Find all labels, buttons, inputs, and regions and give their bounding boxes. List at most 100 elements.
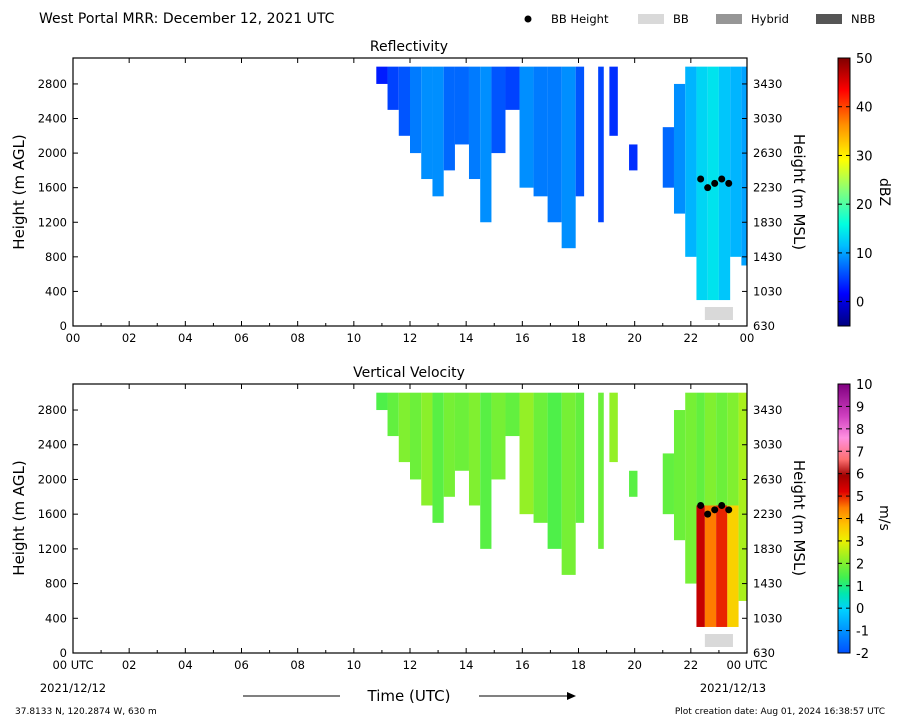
velocity-echo-cell <box>727 505 739 627</box>
velocity-colorbar-tick-label: 1 <box>856 580 864 595</box>
velocity-echo-cell <box>738 392 747 601</box>
reflectivity-bb-height-point <box>697 175 705 183</box>
reflectivity-colorbar-tick-label: 0 <box>856 296 864 311</box>
velocity-echo-cell <box>519 392 534 515</box>
velocity-bb-height-point <box>704 510 712 518</box>
velocity-ylabel: Height (m AGL) <box>10 460 28 575</box>
velocity-echo-cell <box>704 392 717 506</box>
reflectivity-bb-period-box <box>704 307 733 320</box>
velocity-x-tick-label: 18 <box>571 658 586 672</box>
reflectivity-x-tick-label: 12 <box>403 331 418 345</box>
reflectivity-echo-cell <box>533 66 548 197</box>
velocity-bb-height-point <box>711 506 719 514</box>
velocity-echo-cell <box>410 392 422 480</box>
reflectivity-bb-height-point <box>718 175 726 183</box>
velocity-x-tick-label: 10 <box>347 658 362 672</box>
velocity-x-tick-label: 00 UTC <box>726 658 767 672</box>
velocity-colorbar-tick-label: 6 <box>856 468 864 483</box>
reflectivity-y2-tick-label: 2630 <box>753 146 782 160</box>
velocity-x-tick-label: 06 <box>234 658 249 672</box>
reflectivity-x-tick-label: 00 <box>740 331 755 345</box>
velocity-y2-tick-label: 2230 <box>753 507 782 521</box>
velocity-bb-height-point <box>725 506 733 514</box>
velocity-y-tick-label: 1600 <box>38 507 67 521</box>
end-date: 2021/12/13 <box>700 681 766 695</box>
reflectivity-echo-cell <box>609 66 618 136</box>
reflectivity-echo-cell <box>480 66 492 223</box>
reflectivity-y-tick-label: 0 <box>60 319 67 333</box>
velocity-x-tick-label: 12 <box>403 658 418 672</box>
velocity-y-tick-label: 2800 <box>38 403 67 417</box>
velocity-y-tick-label: 0 <box>60 646 67 660</box>
velocity-echo-cell <box>533 392 548 523</box>
reflectivity-echo-cell <box>398 66 410 136</box>
reflectivity-panel: 00 02 04 06 08 10 12 14 16 18 20 22 0004008001200160… <box>38 57 782 345</box>
reflectivity-bb-height-point <box>704 184 712 192</box>
legend: BB Height BB Hybrid NBB <box>524 12 875 26</box>
reflectivity-y2-tick-label: 1030 <box>753 284 782 298</box>
reflectivity-ylabel: Height (m AGL) <box>10 134 28 249</box>
reflectivity-echo-field <box>376 66 747 301</box>
velocity-echo-cell <box>662 453 674 515</box>
reflectivity-echo-cell <box>662 127 674 188</box>
legend-bb-swatch <box>638 14 664 24</box>
velocity-y2-tick-label: 1830 <box>753 542 782 556</box>
reflectivity-echo-cell <box>730 66 742 257</box>
reflectivity-y2-tick-label: 3430 <box>753 77 782 91</box>
reflectivity-bb-height-point <box>711 179 719 187</box>
velocity-bb-period-box <box>704 634 733 647</box>
velocity-echo-cell <box>609 392 618 463</box>
velocity-echo-cell <box>598 392 604 549</box>
reflectivity-echo-cell <box>519 66 534 188</box>
reflectivity-x-tick-label: 14 <box>459 331 474 345</box>
reflectivity-y2label: Height (m MSL) <box>790 134 808 250</box>
legend-bb-height-label: BB Height <box>551 12 609 26</box>
reflectivity-y2-tick-label: 3030 <box>753 112 782 126</box>
reflectivity-echo-cell <box>432 66 444 197</box>
reflectivity-y-tick-label: 1600 <box>38 181 67 195</box>
velocity-echo-cell <box>696 392 705 506</box>
location-text: 37.8133 N, 120.2874 W, 630 m <box>15 707 157 717</box>
velocity-echo-cell <box>421 392 433 506</box>
velocity-echo-cell <box>547 392 562 549</box>
velocity-colorbar-tick-label: 7 <box>856 445 864 460</box>
velocity-x-tick-label: 20 <box>627 658 642 672</box>
reflectivity-echo-cell <box>421 66 433 180</box>
velocity-echo-cell <box>480 392 492 549</box>
velocity-echo-cell <box>716 505 728 627</box>
reflectivity-y-tick-label: 1200 <box>38 215 67 229</box>
reflectivity-y2-tick-label: 2230 <box>753 181 782 195</box>
velocity-y-tick-label: 1200 <box>38 542 67 556</box>
velocity-bb-height-point <box>718 501 726 509</box>
velocity-y2-tick-label: 3030 <box>753 438 782 452</box>
reflectivity-echo-cell <box>673 83 686 214</box>
velocity-colorbar-tick-label: 4 <box>856 513 864 528</box>
velocity-colorbar-ticks: -2 -1 0 1 2 3 4 5 6 7 8 9 10 <box>838 378 873 662</box>
reflectivity-echo-cell <box>491 66 506 154</box>
reflectivity-x-tick-label: 04 <box>178 331 193 345</box>
reflectivity-colorbar <box>837 57 851 327</box>
reflectivity-echo-cell <box>410 66 422 154</box>
velocity-echo-cell <box>432 392 444 523</box>
velocity-colorbar-label: m/s <box>876 505 892 531</box>
reflectivity-echo-cell <box>443 66 455 171</box>
legend-bb-height-marker <box>524 15 532 23</box>
reflectivity-x-tick-label: 20 <box>627 331 642 345</box>
reflectivity-y-tick-label: 2000 <box>38 146 67 160</box>
velocity-echo-cell <box>398 392 410 463</box>
velocity-echo-cell <box>387 392 399 437</box>
velocity-colorbar-tick-label: -1 <box>856 625 869 640</box>
velocity-colorbar-tick-label: 0 <box>856 602 864 617</box>
velocity-bb-height-point <box>697 501 705 509</box>
velocity-echo-field <box>376 392 747 627</box>
reflectivity-echo-cell <box>468 66 481 180</box>
reflectivity-echo-cell <box>575 66 585 197</box>
reflectivity-x-tick-label: 08 <box>290 331 305 345</box>
velocity-echo-cell <box>454 392 469 471</box>
velocity-echo-cell <box>376 392 388 411</box>
reflectivity-echo-cell <box>547 66 562 223</box>
reflectivity-y-tick-label: 2800 <box>38 77 67 91</box>
reflectivity-x-tick-label: 02 <box>122 331 137 345</box>
velocity-echo-cell <box>629 470 638 497</box>
